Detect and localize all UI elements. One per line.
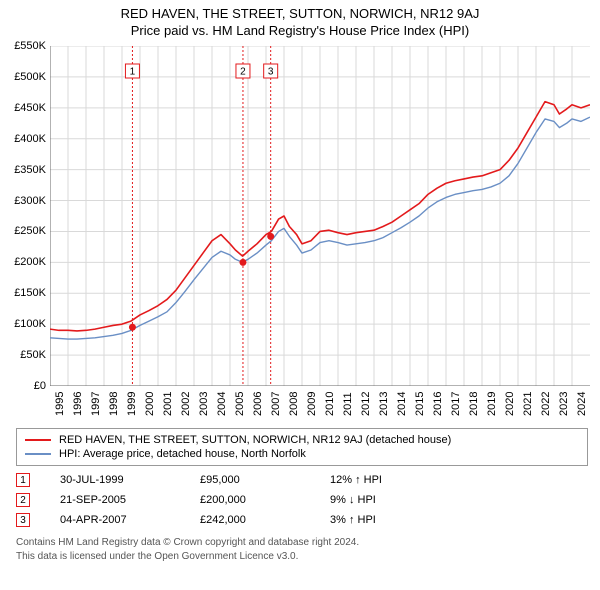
marker-price: £200,000 (200, 494, 300, 506)
x-tick-label: 2020 (504, 392, 516, 416)
x-tick-label: 2016 (432, 392, 444, 416)
x-tick-label: 2022 (540, 392, 552, 416)
y-tick-label: £100K (14, 318, 46, 330)
x-tick-label: 2009 (306, 392, 318, 416)
marker-date: 21-SEP-2005 (60, 494, 170, 506)
chart-svg: 1 2 3 (50, 46, 590, 386)
title-sub: Price paid vs. HM Land Registry's House … (0, 23, 600, 38)
x-tick-label: 2012 (360, 392, 372, 416)
x-tick-label: 2021 (522, 392, 534, 416)
x-tick-label: 1996 (72, 392, 84, 416)
x-axis: 1995 1996 1997 1998 1999 2000 2001 2002 2003 2004… (50, 386, 590, 422)
marker-number-box: 3 (16, 513, 30, 527)
y-tick-label: £400K (14, 133, 46, 145)
x-tick-label: 1995 (54, 392, 66, 416)
x-tick-label: 2004 (216, 392, 228, 416)
marker-number-box: 1 (16, 473, 30, 487)
legend-row: RED HAVEN, THE STREET, SUTTON, NORWICH, … (25, 433, 579, 447)
x-tick-label: 2003 (198, 392, 210, 416)
y-tick-label: £0 (34, 380, 46, 392)
x-tick-label: 2013 (378, 392, 390, 416)
legend-row: HPI: Average price, detached house, Nort… (25, 447, 579, 461)
x-tick-label: 2007 (270, 392, 282, 416)
y-tick-label: £150K (14, 287, 46, 299)
x-tick-label: 2008 (288, 392, 300, 416)
x-tick-label: 2002 (180, 392, 192, 416)
y-tick-label: £350K (14, 164, 46, 176)
x-tick-label: 2019 (486, 392, 498, 416)
y-tick-label: £550K (14, 40, 46, 52)
svg-text:2: 2 (240, 67, 246, 78)
marker-diff: 3% ↑ HPI (330, 514, 450, 526)
y-tick-label: £450K (14, 102, 46, 114)
marker-price: £242,000 (200, 514, 300, 526)
x-tick-label: 2023 (558, 392, 570, 416)
y-axis: £0£50K£100K£150K£200K£250K£300K£350K£400… (0, 46, 46, 386)
marker-date: 30-JUL-1999 (60, 474, 170, 486)
x-tick-label: 2014 (396, 392, 408, 416)
chart-container: RED HAVEN, THE STREET, SUTTON, NORWICH, … (0, 0, 600, 563)
legend: RED HAVEN, THE STREET, SUTTON, NORWICH, … (16, 428, 588, 466)
x-tick-label: 2005 (234, 392, 246, 416)
y-tick-label: £300K (14, 195, 46, 207)
marker-date: 04-APR-2007 (60, 514, 170, 526)
footer-line-1: Contains HM Land Registry data © Crown c… (16, 536, 588, 550)
x-tick-label: 1998 (108, 392, 120, 416)
x-tick-label: 1997 (90, 392, 102, 416)
legend-swatch (25, 453, 51, 455)
marker-number-box: 2 (16, 493, 30, 507)
titles: RED HAVEN, THE STREET, SUTTON, NORWICH, … (0, 0, 600, 38)
y-tick-label: £50K (20, 349, 46, 361)
x-tick-label: 2006 (252, 392, 264, 416)
x-tick-label: 2018 (468, 392, 480, 416)
marker-diff: 12% ↑ HPI (330, 474, 450, 486)
marker-row: 1 30-JUL-1999 £95,000 12% ↑ HPI (16, 470, 588, 490)
x-tick-label: 1999 (126, 392, 138, 416)
x-tick-label: 2010 (324, 392, 336, 416)
legend-label: RED HAVEN, THE STREET, SUTTON, NORWICH, … (59, 434, 451, 446)
x-tick-label: 2024 (576, 392, 588, 416)
y-tick-label: £500K (14, 71, 46, 83)
marker-price: £95,000 (200, 474, 300, 486)
x-tick-label: 2011 (342, 392, 354, 416)
y-tick-label: £250K (14, 225, 46, 237)
x-tick-label: 2000 (144, 392, 156, 416)
svg-text:1: 1 (130, 67, 136, 78)
x-tick-label: 2017 (450, 392, 462, 416)
svg-text:3: 3 (268, 67, 274, 78)
legend-swatch (25, 439, 51, 441)
x-tick-label: 2001 (162, 392, 174, 416)
marker-row: 3 04-APR-2007 £242,000 3% ↑ HPI (16, 510, 588, 530)
title-main: RED HAVEN, THE STREET, SUTTON, NORWICH, … (0, 6, 600, 21)
marker-row: 2 21-SEP-2005 £200,000 9% ↓ HPI (16, 490, 588, 510)
footer: Contains HM Land Registry data © Crown c… (16, 536, 588, 563)
footer-line-2: This data is licensed under the Open Gov… (16, 550, 588, 564)
marker-diff: 9% ↓ HPI (330, 494, 450, 506)
plot-area: £0£50K£100K£150K£200K£250K£300K£350K£400… (50, 46, 590, 386)
marker-table: 1 30-JUL-1999 £95,000 12% ↑ HPI 2 21-SEP-2005… (16, 470, 588, 530)
y-tick-label: £200K (14, 256, 46, 268)
legend-label: HPI: Average price, detached house, Nort… (59, 448, 306, 460)
x-tick-label: 2015 (414, 392, 426, 416)
